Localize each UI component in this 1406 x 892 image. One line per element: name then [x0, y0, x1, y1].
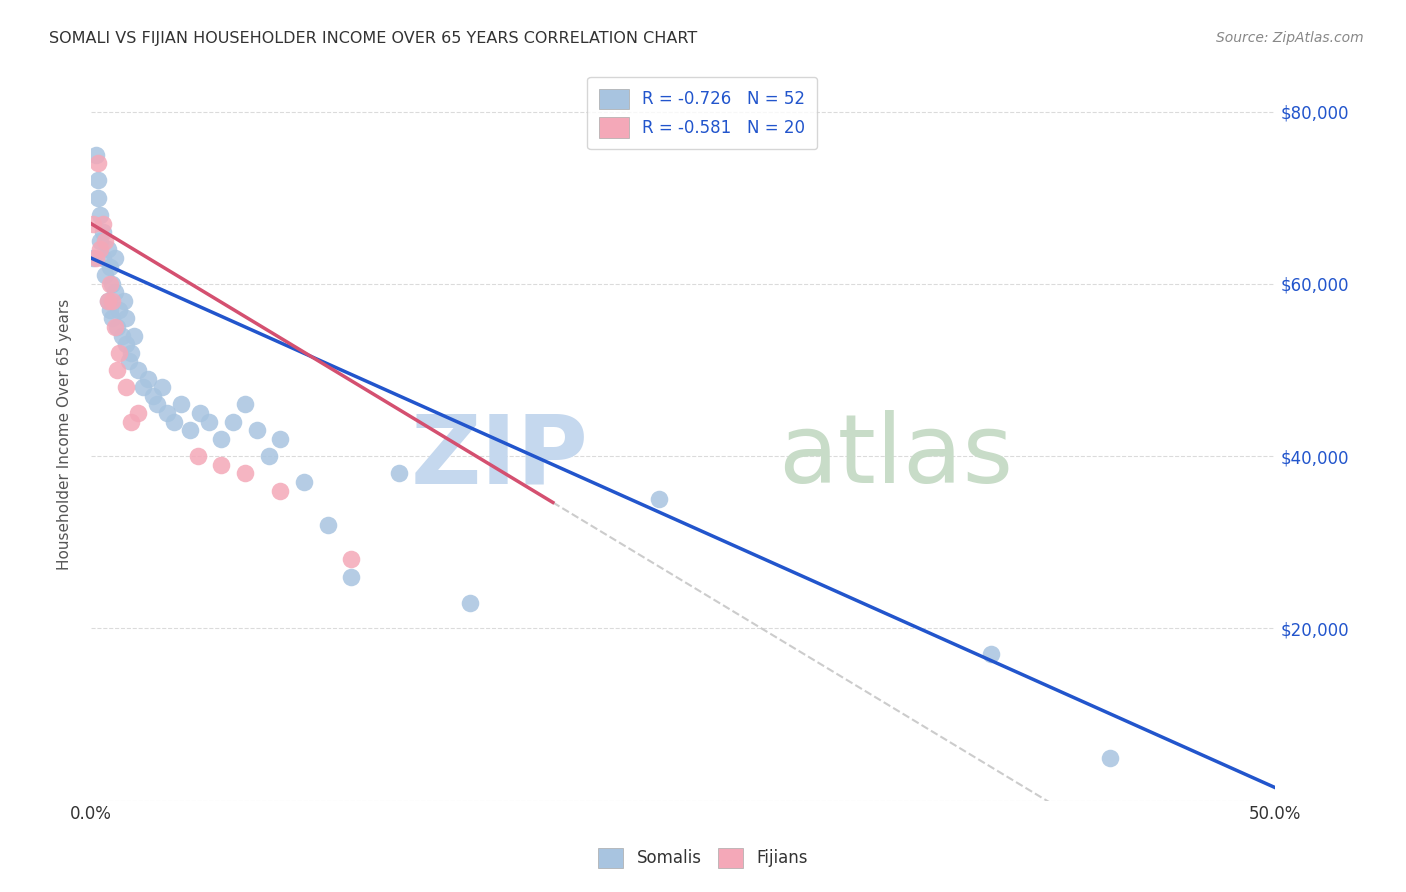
- Point: [257, 449, 280, 463]
- Point: [163, 415, 186, 429]
- Point: [269, 432, 291, 446]
- Point: [141, 389, 163, 403]
- Point: [120, 415, 142, 429]
- Point: [980, 647, 1002, 661]
- Point: [101, 294, 124, 309]
- Point: [122, 328, 145, 343]
- Point: [127, 363, 149, 377]
- Point: [89, 208, 111, 222]
- Point: [209, 458, 232, 472]
- Point: [186, 449, 208, 463]
- Point: [87, 156, 110, 170]
- Point: [91, 225, 114, 239]
- Point: [127, 406, 149, 420]
- Point: [89, 234, 111, 248]
- Point: [150, 380, 173, 394]
- Point: [84, 147, 107, 161]
- Point: [188, 406, 211, 420]
- Point: [104, 285, 127, 300]
- Point: [209, 432, 232, 446]
- Point: [87, 191, 110, 205]
- Point: [105, 363, 128, 377]
- Point: [340, 552, 363, 566]
- Point: [115, 337, 138, 351]
- Point: [94, 234, 117, 248]
- Point: [111, 328, 134, 343]
- Legend: Somalis, Fijians: Somalis, Fijians: [592, 841, 814, 875]
- Point: [316, 518, 339, 533]
- Point: [233, 397, 256, 411]
- Point: [98, 277, 121, 291]
- Point: [458, 595, 481, 609]
- Point: [101, 311, 124, 326]
- Point: [82, 251, 104, 265]
- Point: [104, 251, 127, 265]
- Point: [82, 217, 104, 231]
- Point: [105, 319, 128, 334]
- Point: [98, 260, 121, 274]
- Point: [87, 173, 110, 187]
- Point: [94, 268, 117, 283]
- Point: [170, 397, 193, 411]
- Point: [91, 217, 114, 231]
- Text: Source: ZipAtlas.com: Source: ZipAtlas.com: [1216, 31, 1364, 45]
- Point: [118, 354, 141, 368]
- Point: [98, 302, 121, 317]
- Point: [96, 243, 118, 257]
- Point: [648, 492, 671, 507]
- Point: [115, 380, 138, 394]
- Text: SOMALI VS FIJIAN HOUSEHOLDER INCOME OVER 65 YEARS CORRELATION CHART: SOMALI VS FIJIAN HOUSEHOLDER INCOME OVER…: [49, 31, 697, 46]
- Point: [136, 371, 159, 385]
- Point: [108, 345, 131, 359]
- Text: atlas: atlas: [778, 410, 1012, 503]
- Point: [120, 345, 142, 359]
- Point: [108, 302, 131, 317]
- Point: [198, 415, 221, 429]
- Y-axis label: Householder Income Over 65 years: Householder Income Over 65 years: [58, 299, 72, 570]
- Point: [292, 475, 315, 489]
- Point: [1098, 750, 1121, 764]
- Point: [104, 319, 127, 334]
- Point: [112, 294, 135, 309]
- Point: [91, 251, 114, 265]
- Point: [96, 294, 118, 309]
- Point: [101, 277, 124, 291]
- Point: [84, 251, 107, 265]
- Point: [132, 380, 155, 394]
- Point: [96, 294, 118, 309]
- Point: [233, 467, 256, 481]
- Point: [269, 483, 291, 498]
- Point: [89, 243, 111, 257]
- Point: [146, 397, 169, 411]
- Point: [246, 423, 269, 437]
- Legend: R = -0.726   N = 52, R = -0.581   N = 20: R = -0.726 N = 52, R = -0.581 N = 20: [588, 77, 817, 149]
- Point: [115, 311, 138, 326]
- Point: [222, 415, 245, 429]
- Point: [179, 423, 201, 437]
- Text: ZIP: ZIP: [411, 410, 588, 503]
- Point: [388, 467, 411, 481]
- Point: [340, 570, 363, 584]
- Point: [156, 406, 179, 420]
